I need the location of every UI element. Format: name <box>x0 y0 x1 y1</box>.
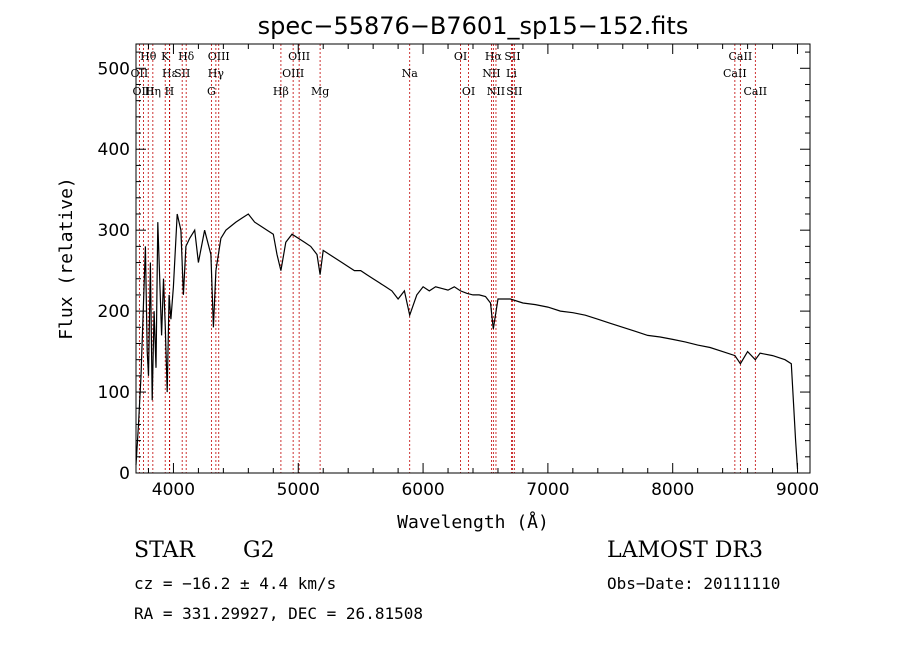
x-tick-label: 8000 <box>651 480 694 500</box>
spectral-line-label: Mg <box>311 85 329 98</box>
redshift-readout: cz = −16.2 ± 4.4 km/s <box>134 574 337 593</box>
spectral-line-label: NII <box>487 85 505 98</box>
spectral-line-label: CaII <box>723 67 747 80</box>
spectral-line-label: K <box>161 50 170 63</box>
chart-title: spec−55876−B7601_sp15−152.fits <box>258 12 689 40</box>
spectral-line-label: G <box>207 85 216 98</box>
spectral-line-label: OIII <box>282 67 304 80</box>
x-tick-label: 9000 <box>776 480 819 500</box>
spectral-line-label: OIII <box>288 50 310 63</box>
spectral-line-label: Li <box>506 67 517 80</box>
y-tick-label: 300 <box>98 221 130 241</box>
plot-area: spec−55876−B7601_sp15−152.fitsHθOIIOIIIH… <box>56 12 819 533</box>
y-tick-label: 500 <box>98 59 130 79</box>
x-tick-label: 5000 <box>277 480 320 500</box>
spectral-line-label: OIII <box>208 50 230 63</box>
y-tick-label: 200 <box>98 302 130 322</box>
x-tick-label: 6000 <box>401 480 444 500</box>
object-class: STAR <box>134 538 195 563</box>
y-tick-label: 100 <box>98 383 130 403</box>
spectral-line-label: Hα <box>485 50 503 63</box>
spectral-line-label: NII <box>482 67 500 80</box>
spectral-line-label: CaII <box>743 85 767 98</box>
survey-label: LAMOST DR3 <box>607 538 763 563</box>
plot-frame <box>135 43 811 474</box>
coordinates: RA = 331.29927, DEC = 26.81508 <box>134 604 423 623</box>
spectral-line-label: OI <box>462 85 475 98</box>
spectral-line-label: Hθ <box>140 50 157 63</box>
spectral-line-label: SII <box>506 85 522 98</box>
spectral-line-label: Hβ <box>273 85 289 98</box>
x-tick-label: 4000 <box>152 480 195 500</box>
spectral-line-label: SII <box>504 50 520 63</box>
spectral-line-label: SII <box>174 67 190 80</box>
spectral-line-label: H <box>165 85 175 98</box>
x-tick-label: 7000 <box>526 480 569 500</box>
y-tick-label: 400 <box>98 140 130 160</box>
spectral-line-label: Hη <box>145 85 161 98</box>
y-tick-label: 0 <box>119 464 130 484</box>
x-axis-label: Wavelength (Å) <box>397 511 549 533</box>
spectral-line-label: Hδ <box>178 50 195 63</box>
spectrum-line <box>135 213 799 470</box>
spectral-line-label: OI <box>454 50 467 63</box>
spectral-line-label: Hγ <box>208 67 225 80</box>
spectral-line-label: CaII <box>729 50 753 63</box>
spectral-line-label: Na <box>402 67 419 80</box>
subclass: G2 <box>243 538 275 563</box>
spectral-line-label: OII <box>131 67 149 80</box>
y-axis-label: Flux (relative) <box>56 177 77 340</box>
spectral-line-label: OIII <box>132 85 154 98</box>
obs-date: Obs−Date: 20111110 <box>607 574 781 593</box>
